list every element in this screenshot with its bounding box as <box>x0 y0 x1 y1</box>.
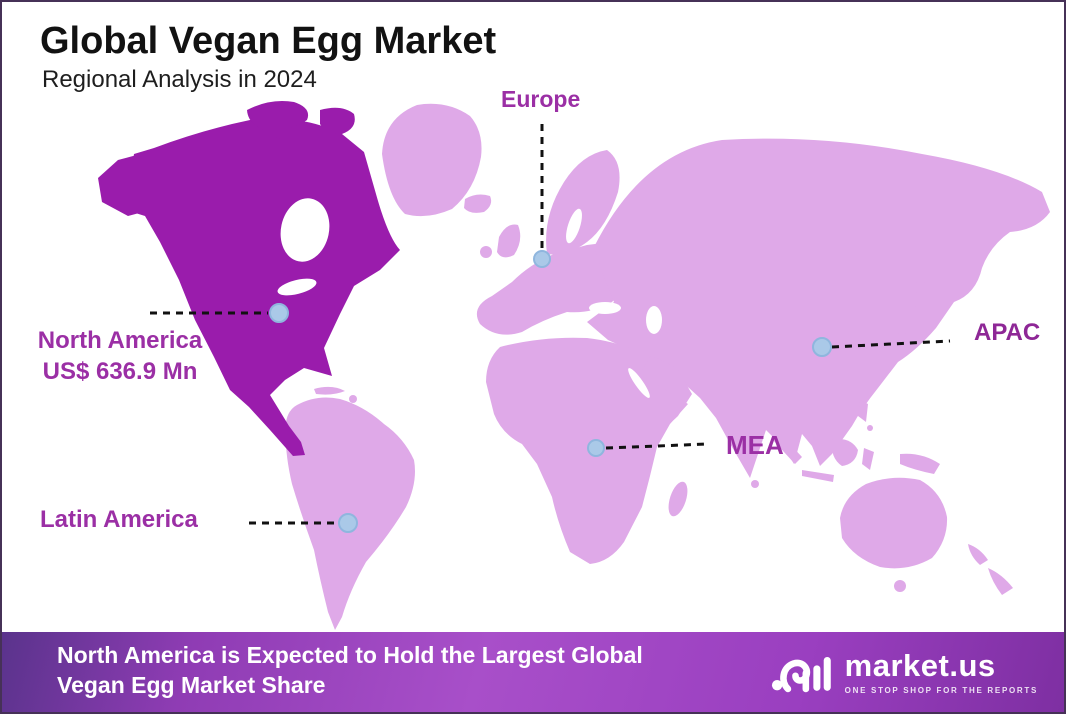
japan-landmass <box>914 282 931 303</box>
brand-text-block: market.us ONE STOP SHOP FOR THE REPORTS <box>845 650 1038 695</box>
greenland-landmass <box>382 103 482 217</box>
region-label-europe: Europe <box>501 86 581 112</box>
apac-marker-dot <box>812 337 832 357</box>
scandinavia-landmass <box>546 150 620 255</box>
region-label-north-america-name: North America <box>37 327 203 354</box>
philippines-landmass <box>858 400 868 422</box>
marker-dots <box>269 250 832 533</box>
brand-name: market.us <box>844 647 996 683</box>
java-landmass <box>802 470 834 482</box>
footer-banner: North America is Expected to Hold the La… <box>2 632 1064 712</box>
water-cutouts <box>277 198 662 398</box>
arctic-islands-1 <box>247 101 309 131</box>
footer-headline: North America is Expected to Hold the La… <box>57 640 643 701</box>
sulawesi-landmass <box>862 448 874 470</box>
arctic-islands-2 <box>320 107 355 134</box>
region-label-apac: APAC <box>974 319 1041 346</box>
africa-landmass <box>486 337 688 564</box>
new-guinea-landmass <box>900 453 940 474</box>
uk-landmass <box>497 224 521 258</box>
region-label-north-america: North America US$ 636.9 Mn <box>10 326 230 387</box>
tasmania-landmass <box>894 580 906 592</box>
leader-lines <box>150 124 951 525</box>
arctic-islands-3 <box>256 136 284 152</box>
sumatra-landmass <box>772 430 802 464</box>
latin-america-marker-dot <box>338 513 358 533</box>
japan-landmass-2 <box>906 305 921 325</box>
north-america-highlight <box>98 101 400 456</box>
europe-marker-dot <box>533 250 551 268</box>
brand-tagline: ONE STOP SHOP FOR THE REPORTS <box>844 685 1038 695</box>
baltic-sea <box>566 208 582 244</box>
new-zealand-south <box>988 568 1013 595</box>
mea-marker-dot <box>587 439 605 457</box>
cuba-landmass <box>314 386 345 395</box>
world-landmass-base <box>285 103 1050 630</box>
footer-headline-line2: Vegan Egg Market Share <box>57 672 326 699</box>
philippines-island <box>867 425 873 431</box>
ireland-landmass <box>480 246 492 258</box>
hispaniola-landmass <box>349 395 357 403</box>
mea-leader-line <box>605 442 709 450</box>
borneo-landmass <box>831 439 858 466</box>
apac-leader-line <box>831 339 951 349</box>
footer-headline-line1: North America is Expected to Hold the La… <box>57 642 643 668</box>
region-label-latin-america: Latin America <box>40 506 198 533</box>
iceland-landmass <box>464 194 492 213</box>
hudson-bay <box>280 198 330 262</box>
north-america-marker-dot <box>269 303 289 323</box>
region-value-north-america: US$ 636.9 Mn <box>42 357 198 385</box>
page-subtitle: Regional Analysis in 2024 <box>42 66 317 93</box>
black-sea <box>589 302 621 314</box>
page-title: Global Vegan Egg Market <box>40 20 497 62</box>
great-lakes <box>277 278 317 296</box>
red-sea <box>628 368 650 398</box>
asia-landmass <box>587 138 1050 478</box>
japan-island <box>898 331 906 339</box>
sri-lanka-landmass <box>751 480 759 488</box>
australia-landmass <box>840 477 948 569</box>
north-america-landmass <box>126 118 400 456</box>
brand-logo: market.us ONE STOP SHOP FOR THE REPORTS <box>771 645 1038 699</box>
madagascar-landmass <box>668 481 688 517</box>
region-label-mea: MEA <box>726 430 784 460</box>
new-zealand-north <box>968 544 988 565</box>
caspian-sea <box>646 306 662 334</box>
market-us-logo-icon <box>771 656 831 693</box>
